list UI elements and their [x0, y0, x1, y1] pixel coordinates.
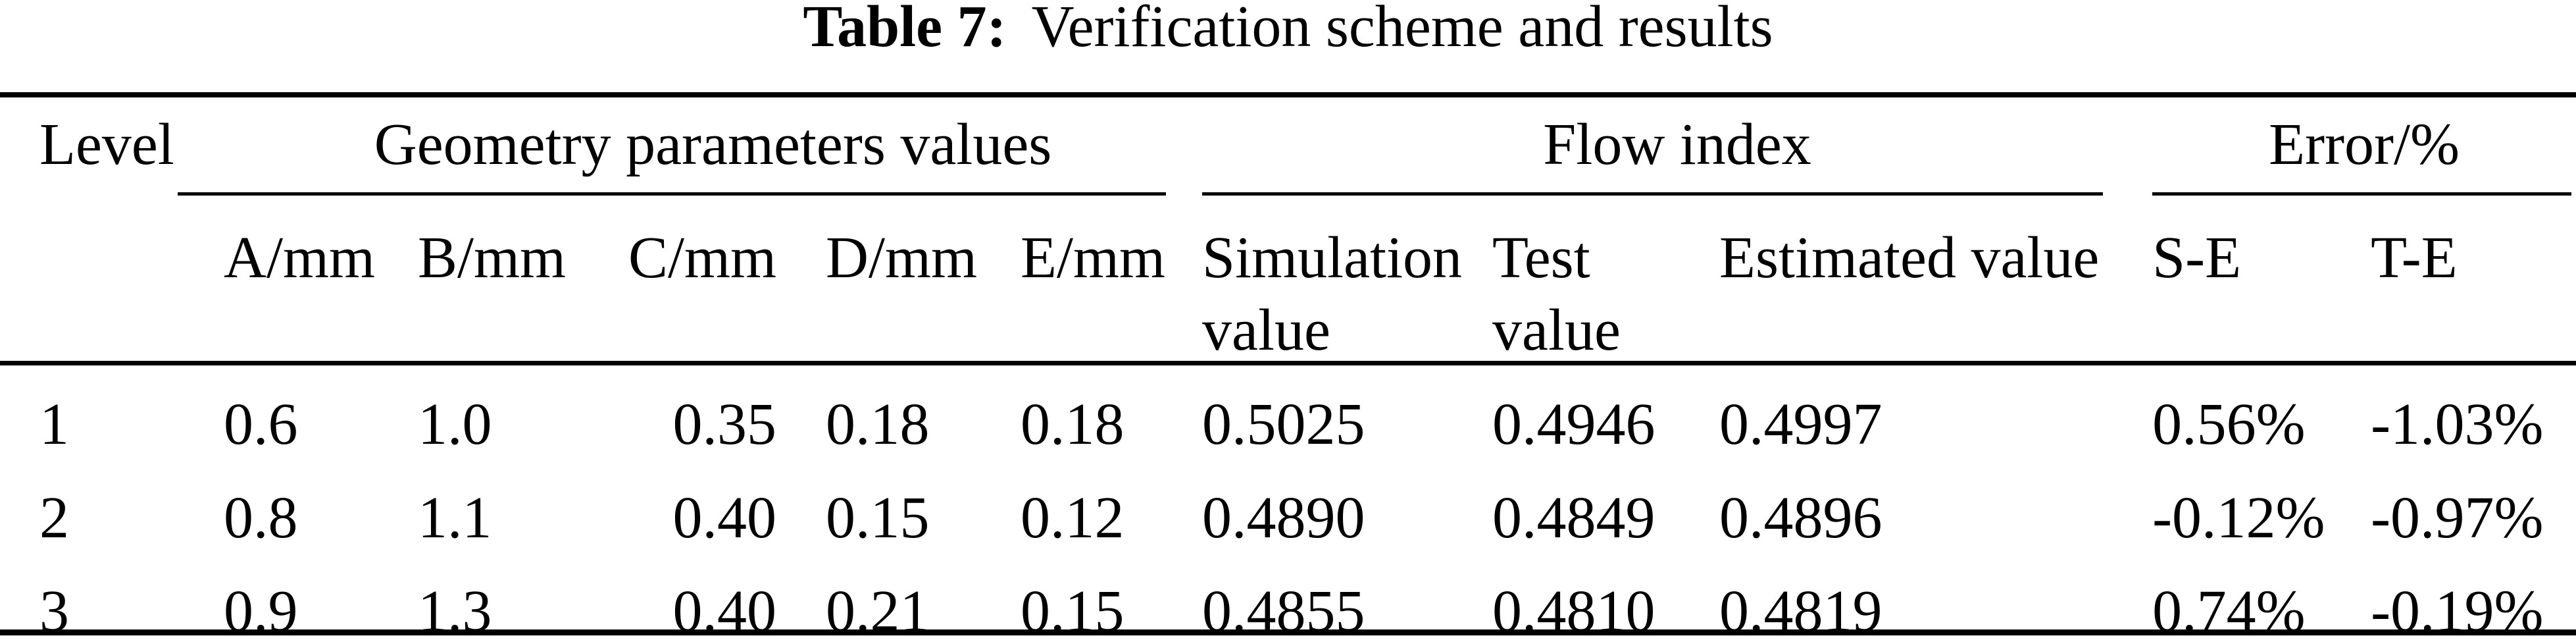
column-header-estimated-value: Estimated value	[1719, 225, 2100, 290]
group-header-error: Error/%	[2269, 112, 2460, 177]
table-row: 2 0.8 1.1 0.40 0.15 0.12 0.4890 0.4849 0…	[0, 460, 2576, 554]
column-header-d: D/mm	[826, 225, 978, 290]
table-cell: 0.56%	[2152, 392, 2306, 457]
column-header-c: C/mm	[628, 225, 776, 290]
geometry-group-rule	[178, 192, 1166, 196]
table-cell: 0.4896	[1719, 485, 1882, 550]
table-cell: 0.4819	[1719, 579, 1882, 642]
table-cell: 0.18	[1021, 392, 1124, 457]
table-cell: 1.0	[418, 392, 492, 457]
bottom-rule	[0, 629, 2576, 635]
table-cell: 0.40	[672, 485, 777, 550]
table-cell: 0.6	[224, 392, 298, 457]
column-header-b: B/mm	[418, 225, 567, 290]
column-header-simulation-value: Simulation value	[1202, 225, 1463, 363]
table-row: 1 0.6 1.0 0.35 0.18 0.18 0.5025 0.4946 0…	[0, 367, 2576, 460]
top-rule	[0, 92, 2576, 97]
table-cell: -0.97%	[2371, 485, 2544, 550]
mid-rule	[0, 361, 2576, 365]
table-cell: 1	[39, 392, 69, 457]
sub-header-row: A/mm B/mm C/mm D/mm E/mm Simulation valu…	[0, 192, 2576, 367]
table-cell: 0.4890	[1202, 485, 1365, 550]
column-header-s-e: S-E	[2152, 225, 2242, 290]
table-cell: 0.4810	[1492, 579, 1655, 642]
table-cell: 0.9	[224, 579, 298, 642]
caption-label: Table 7:	[803, 0, 1007, 59]
table-cell: 0.15	[826, 485, 930, 550]
group-header-geometry: Geometry parameters values	[374, 112, 1052, 177]
table-cell: 0.21	[826, 579, 930, 642]
table-cell: 0.12	[1021, 485, 1124, 550]
table-cell: 0.4849	[1492, 485, 1655, 550]
table-cell: -0.12%	[2152, 485, 2325, 550]
table-cell: 0.74%	[2152, 579, 2306, 642]
column-header-a: A/mm	[224, 225, 376, 290]
table-cell: 0.35	[672, 392, 777, 457]
table-cell: 0.18	[826, 392, 930, 457]
table-cell: -0.19%	[2371, 579, 2544, 642]
table-cell: 0.8	[224, 485, 298, 550]
table-cell: 0.15	[1021, 579, 1124, 642]
verification-table: Level Geometry parameters values Flow in…	[0, 97, 2576, 642]
table-row: 3 0.9 1.3 0.40 0.21 0.15 0.4855 0.4810 0…	[0, 554, 2576, 642]
error-group-rule	[2152, 192, 2571, 196]
table-cell: 1.1	[418, 485, 492, 550]
group-header-row: Level Geometry parameters values Flow in…	[0, 97, 2576, 192]
table-cell: 3	[39, 579, 69, 642]
table-cell: 0.5025	[1202, 392, 1365, 457]
column-header-level: Level	[39, 112, 174, 177]
column-header-e: E/mm	[1021, 225, 1165, 290]
column-header-t-e: T-E	[2371, 225, 2458, 290]
table-cell: 0.4855	[1202, 579, 1365, 642]
table-cell: -1.03%	[2371, 392, 2544, 457]
group-header-flow-index: Flow index	[1543, 112, 1811, 177]
flow-index-group-rule	[1202, 192, 2103, 196]
table-cell: 0.4946	[1492, 392, 1655, 457]
table-cell: 1.3	[418, 579, 492, 642]
table-cell: 0.4997	[1719, 392, 1882, 457]
table-cell: 0.40	[672, 579, 777, 642]
caption-text: Verification scheme and results	[1031, 0, 1773, 59]
column-header-test-value: Test value	[1492, 225, 1621, 363]
table-caption: Table 7: Verification scheme and results	[0, 0, 2576, 57]
table-cell: 2	[39, 485, 69, 550]
